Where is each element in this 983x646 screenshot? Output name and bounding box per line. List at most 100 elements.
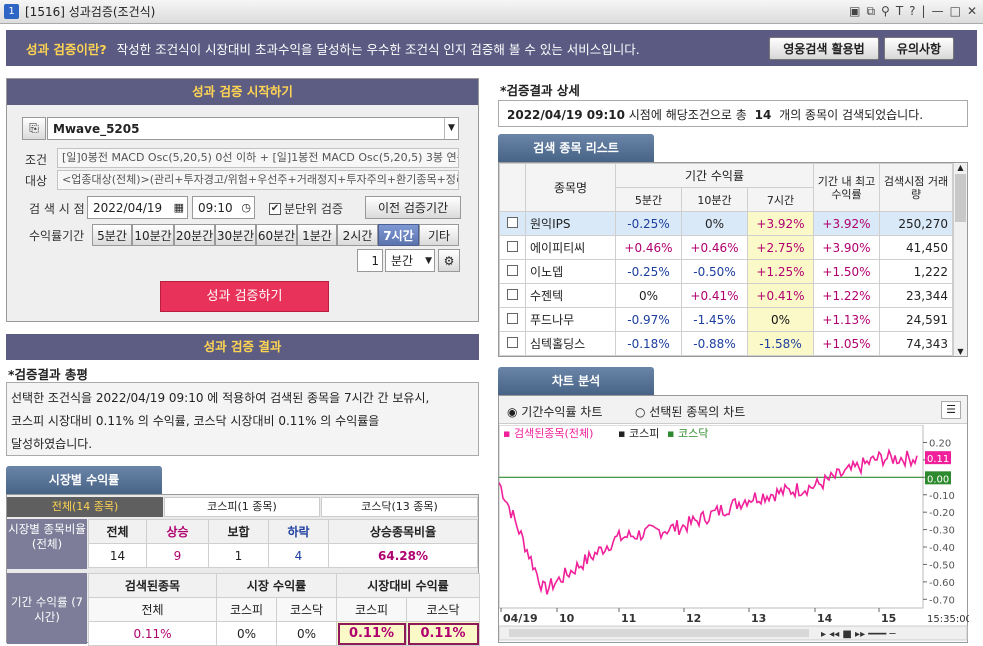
radio-stock-chart[interactable]: ○ 선택된 종목의 차트 — [635, 405, 746, 419]
link-icon[interactable]: ▣ — [849, 4, 861, 18]
h-10m[interactable]: 10분간 — [681, 187, 748, 212]
checkbox-icon[interactable]: ✔ — [269, 202, 281, 215]
val-down: 4 — [268, 543, 329, 568]
minute-check[interactable]: ✔ 분단위 검증 — [269, 200, 343, 217]
cond-label: 조건 — [25, 153, 48, 167]
y-tick-label: -0.50 — [929, 560, 955, 571]
scroll-thumb[interactable] — [955, 174, 966, 222]
table-row[interactable]: 이노뎁 -0.25% -0.50% +1.25% +1.50% 1,222 — [499, 259, 953, 284]
row-checkbox[interactable] — [507, 216, 518, 228]
ret-7h: 0% — [747, 307, 814, 332]
pin-icon[interactable]: ⚲ — [881, 4, 890, 18]
x-tick-label: 12 — [686, 612, 701, 625]
ret-5m: 0% — [615, 283, 682, 308]
ret-7h: +2.75% — [747, 235, 814, 260]
ret-max: +3.92% — [813, 211, 880, 236]
font-icon[interactable]: T — [895, 4, 904, 18]
row-checkbox[interactable] — [507, 240, 518, 252]
row-checkbox[interactable] — [507, 264, 518, 276]
result-header: 성과 검증 결과 — [6, 334, 479, 360]
unit-select[interactable]: 분간 ▼ — [385, 249, 435, 272]
radio-period-chart[interactable]: ◉ 기간수익률 차트 — [507, 405, 603, 419]
row-checkbox[interactable] — [507, 336, 518, 348]
minimize-icon[interactable]: — — [931, 4, 944, 18]
row-checkbox[interactable] — [507, 312, 518, 324]
list-tab[interactable]: 검색 종목 리스트 — [498, 134, 654, 162]
h-5m[interactable]: 5분간 — [615, 187, 682, 212]
scroll-up-icon[interactable]: ▲ — [957, 163, 964, 172]
ret-kosdaq: 0% — [276, 621, 337, 646]
run-verification-button[interactable]: 성과 검증하기 — [160, 281, 329, 312]
val-up: 9 — [146, 543, 209, 568]
h-volume: 검색시점 거래량 — [879, 163, 953, 212]
time-input[interactable]: 09:10 ◷ — [192, 196, 255, 219]
detail-text2: 개의 종목이 검색되었습니다. — [779, 108, 924, 122]
market-subtab-kospi[interactable]: 코스피(1 종목) — [164, 497, 320, 517]
period-30m[interactable]: 30분간 — [215, 224, 256, 246]
legend-entry: ▪ 검색된종목(전체) — [503, 427, 593, 440]
scroll-down-icon[interactable]: ▼ — [957, 347, 964, 356]
value-badge-pink — [925, 451, 951, 465]
period-2h[interactable]: 2시간 — [337, 224, 378, 246]
summary-line: 달성하였습니다. — [11, 437, 93, 451]
ret-vs-kosdaq: 0.11% — [406, 621, 480, 646]
table-row[interactable]: 심텍홀딩스 -0.18% -0.88% -1.58% +1.05% 74,343 — [499, 331, 953, 356]
sub-kospi: 코스피 — [216, 597, 277, 622]
chevron-down-icon[interactable]: ▼ — [444, 118, 458, 139]
unit-number-input[interactable]: 1 — [357, 249, 383, 272]
period-60m[interactable]: 60분간 — [256, 224, 297, 246]
period-20m[interactable]: 20분간 — [174, 224, 215, 246]
x-tick-label: 15 — [881, 612, 896, 625]
clock-icon[interactable]: ◷ — [241, 201, 251, 214]
table-row[interactable]: 푸드나무 -0.97% -1.45% 0% +1.13% 24,591 — [499, 307, 953, 332]
date-input[interactable]: 2022/04/19 ▦ — [87, 196, 188, 219]
row-checkbox[interactable] — [507, 288, 518, 300]
chevron-down-icon[interactable]: ▼ — [425, 255, 432, 266]
list-scrollbar[interactable]: ▲ ▼ — [953, 163, 967, 356]
period-other[interactable]: 기타 — [419, 224, 459, 246]
searched-stocks-line — [499, 447, 918, 595]
stock-name: 이노뎁 — [525, 259, 616, 284]
x-tick-label: 11 — [621, 612, 636, 625]
market-subtab-all[interactable]: 전체(14 종목) — [7, 497, 163, 517]
notice-button[interactable]: 유의사항 — [884, 37, 954, 60]
chart-tab[interactable]: 차트 분석 — [498, 367, 654, 395]
summary-title: *검증결과 총평 — [8, 367, 88, 382]
close-icon[interactable]: ✕ — [966, 4, 977, 18]
window-number[interactable]: 1 — [4, 4, 19, 19]
ret-max: +1.50% — [813, 259, 880, 284]
market-subtab-kosdaq[interactable]: 코스닥(13 종목) — [321, 497, 478, 517]
guide-button[interactable]: 영웅검색 활용법 — [769, 37, 879, 60]
period-5m[interactable]: 5분간 — [92, 224, 132, 246]
period-10m[interactable]: 10분간 — [132, 224, 174, 246]
period-7h[interactable]: 7시간 — [378, 224, 419, 246]
h-stock-name: 종목명 — [525, 163, 616, 212]
condition-text: [일]0봉전 MACD Osc(5,20,5) 0선 이하 + [일]1봉전 M… — [57, 148, 459, 168]
time-label: 15:35:00 — [927, 614, 969, 625]
y-tick-label: -0.20 — [929, 508, 955, 519]
table-row[interactable]: 수젠텍 0% +0.41% +0.41% +1.22% 23,344 — [499, 283, 953, 308]
y-tick-label: -0.40 — [929, 543, 955, 554]
maximize-icon[interactable]: □ — [949, 4, 961, 18]
table-row[interactable]: 원익IPS -0.25% 0% +3.92% +3.92% 250,270 — [499, 211, 953, 236]
period-1h[interactable]: 1분간 — [297, 224, 337, 246]
condition-select[interactable]: Mwave_5205 ▼ — [47, 117, 459, 140]
gear-icon[interactable]: ⚙ — [438, 249, 460, 272]
ret-kospi: 0% — [216, 621, 277, 646]
h-max-return[interactable]: 기간 내 최고수익률 — [813, 163, 880, 212]
y-tick-label: -0.60 — [929, 578, 955, 589]
help-icon[interactable]: ? — [909, 4, 916, 18]
copy-icon[interactable]: ⧉ — [866, 4, 876, 18]
ret-5m: -0.25% — [615, 259, 682, 284]
table-row[interactable]: 에이피티씨 +0.46% +0.46% +2.75% +3.90% 41,450 — [499, 235, 953, 260]
condition-load-icon[interactable]: ⎘ — [22, 117, 46, 140]
return-chart: ▪ 검색된종목(전체)▪ 코스피▪ 코스닥0.200.100.00-0.10-0… — [499, 425, 969, 641]
list-icon[interactable]: ☰ — [941, 401, 961, 419]
ratio-row-label: 시장별 종목비율 (전체) — [7, 519, 87, 569]
x-tick-label: 13 — [751, 612, 766, 625]
calendar-icon[interactable]: ▦ — [173, 201, 184, 214]
plot-area — [499, 425, 924, 609]
prev-period-button[interactable]: 이전 검증기간 — [365, 196, 461, 219]
detail-date: 2022/04/19 09:10 — [507, 108, 625, 122]
market-tab[interactable]: 시장별 수익률 — [6, 466, 162, 494]
